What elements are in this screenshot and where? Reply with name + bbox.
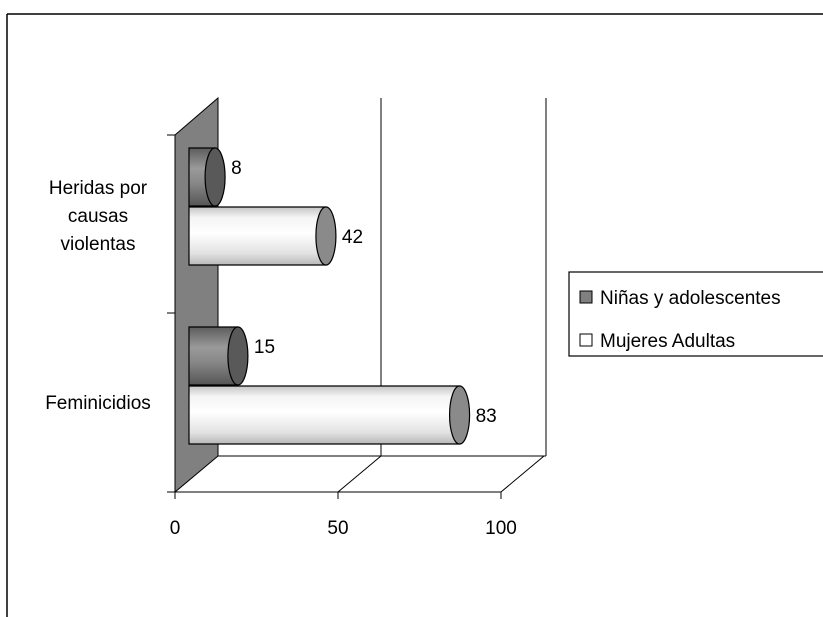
category-label-heridas-por-causas-violentas: Heridas por causas violentas	[49, 178, 148, 255]
legend-swatch-mujeres	[579, 333, 593, 347]
category-label-feminicidios: Feminicidios	[45, 393, 151, 414]
floor-grid-50	[337, 455, 382, 493]
bar-end-cap	[448, 385, 471, 445]
value-label-ninas-y-adolescentes-feminicidios: 15	[254, 337, 275, 358]
legend: Niñas y adolescentes Mujeres Adultas	[568, 271, 823, 357]
legend-label-mujeres: Mujeres Adultas	[600, 331, 735, 352]
bar-end-cap	[227, 326, 249, 386]
legend-box	[568, 271, 823, 357]
bars	[188, 147, 471, 445]
category-label-line: Feminicidios	[45, 393, 151, 414]
value-label-mujeres-adultas-feminicidios: 83	[476, 406, 497, 427]
bar-mujeres-adultas-heridas-por-causas-violentas	[188, 206, 337, 266]
bar-body	[188, 206, 327, 266]
value-label-ninas-y-adolescentes-heridas-por-causas-violentas: 8	[231, 158, 242, 179]
value-labels: 15 83 8 42	[231, 158, 497, 427]
value-label-mujeres-adultas-heridas-por-causas-violentas: 42	[342, 227, 363, 248]
category-label-line: violentas	[61, 234, 136, 255]
legend-label-ninas: Niñas y adolescentes	[600, 288, 781, 309]
x-tick-label-50: 50	[327, 518, 348, 539]
legend-swatch-ninas	[579, 290, 593, 304]
bar-end-cap	[315, 206, 337, 266]
floor-grid-100	[500, 455, 545, 493]
x-tick-label-0: 0	[170, 518, 181, 539]
x-tick-labels: 0 50 100	[170, 492, 517, 539]
bar-body	[188, 385, 461, 445]
bar-end-cap	[204, 147, 226, 207]
category-label-line: Heridas por	[49, 178, 148, 199]
bar-ninas-y-adolescentes-heridas-por-causas-violentas	[188, 147, 226, 207]
bar-mujeres-adultas-feminicidios	[188, 385, 471, 445]
x-tick-label-100: 100	[485, 518, 517, 539]
category-label-line: causas	[68, 206, 128, 227]
bar-ninas-y-adolescentes-feminicidios	[188, 326, 249, 386]
category-labels: Feminicidios Heridas por causas violentas	[45, 178, 151, 414]
